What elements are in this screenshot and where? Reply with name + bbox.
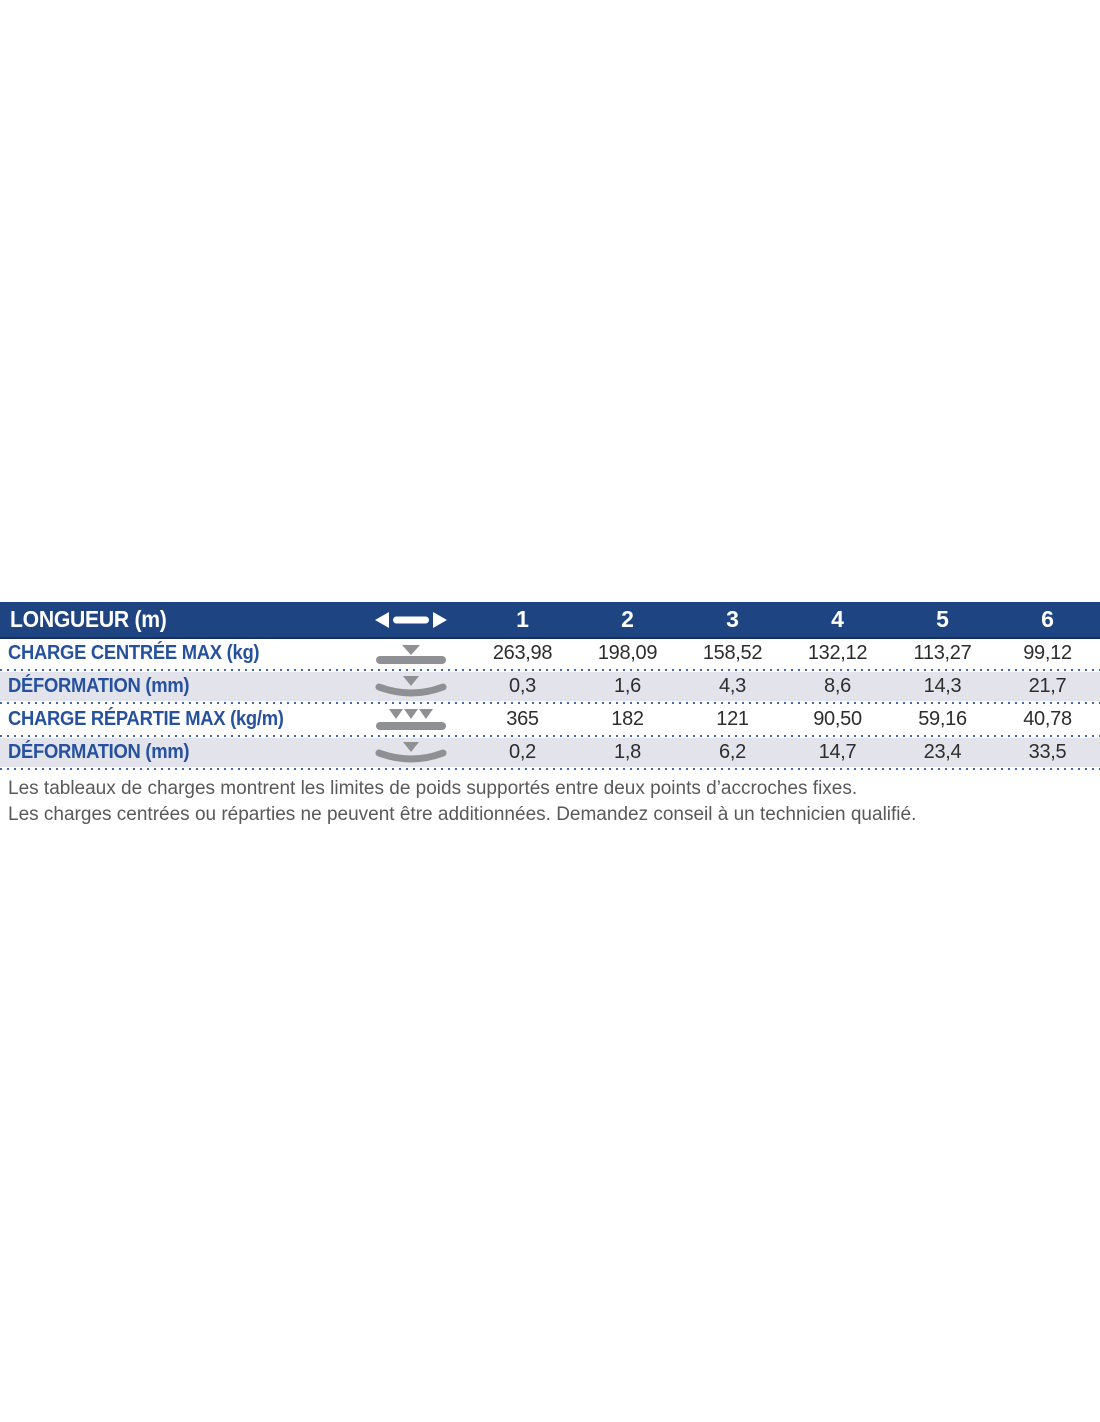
table-row: CHARGE RÉPARTIE MAX (kg/m) 365 182 121 9… xyxy=(0,705,1100,734)
cell-value: 365 xyxy=(506,708,539,730)
row-label: DÉFORMATION (mm) xyxy=(8,741,190,763)
cell-value: 23,4 xyxy=(923,741,962,763)
table-notes: Les tableaux de charges montrent les lim… xyxy=(0,776,1100,828)
distributed-load-icon xyxy=(352,705,470,734)
cell-value: 14,7 xyxy=(818,741,857,763)
column-header-6: 6 xyxy=(1041,606,1054,632)
table-row: DÉFORMATION (mm) 0,3 1,6 4,3 8,6 14,3 21… xyxy=(0,672,1100,701)
cell-value: 113,27 xyxy=(913,642,972,664)
cell-value: 198,09 xyxy=(597,642,658,664)
cell-value: 263,98 xyxy=(492,642,553,664)
cell-value: 21,7 xyxy=(1028,675,1067,697)
cell-value: 4,3 xyxy=(719,675,746,697)
cell-value: 8,6 xyxy=(824,675,851,697)
cell-value: 121 xyxy=(716,708,749,730)
dotted-separator xyxy=(0,701,1100,705)
cell-value: 0,3 xyxy=(509,675,536,697)
length-header-label: LONGUEUR (m) xyxy=(10,606,167,632)
deflection-icon xyxy=(352,738,470,767)
note-line-1: Les tableaux de charges montrent les lim… xyxy=(8,778,858,799)
cell-value: 59,16 xyxy=(918,708,967,730)
cell-value: 1,6 xyxy=(614,675,641,697)
cell-value: 158,52 xyxy=(702,642,763,664)
column-header-4: 4 xyxy=(831,606,844,632)
cell-value: 14,3 xyxy=(923,675,962,697)
dotted-separator xyxy=(0,668,1100,672)
cell-value: 90,50 xyxy=(813,708,862,730)
column-header-1: 1 xyxy=(516,606,529,632)
dotted-separator xyxy=(0,734,1100,738)
cell-value: 132,12 xyxy=(807,642,868,664)
cell-value: 182 xyxy=(611,708,644,730)
note-line-2: Les charges centrées ou réparties ne peu… xyxy=(8,804,917,825)
table-row: DÉFORMATION (mm) 0,2 1,8 6,2 14,7 23,4 3… xyxy=(0,738,1100,767)
row-label: DÉFORMATION (mm) xyxy=(8,675,190,697)
cell-value: 33,5 xyxy=(1028,741,1067,763)
cell-value: 99,12 xyxy=(1023,642,1072,664)
cell-value: 40,78 xyxy=(1023,708,1072,730)
table-header-row: LONGUEUR (m) 1 2 3 4 5 6 xyxy=(0,602,1100,639)
column-header-2: 2 xyxy=(621,606,634,632)
deflection-icon xyxy=(352,672,470,701)
double-arrow-icon xyxy=(352,602,470,637)
table-row: CHARGE CENTRÉE MAX (kg) 263,98 198,09 15… xyxy=(0,639,1100,668)
column-header-5: 5 xyxy=(936,606,949,632)
row-label: CHARGE RÉPARTIE MAX (kg/m) xyxy=(8,708,284,730)
row-label: CHARGE CENTRÉE MAX (kg) xyxy=(8,642,260,664)
cell-value: 6,2 xyxy=(719,741,746,763)
dotted-separator xyxy=(0,767,1100,771)
cell-value: 1,8 xyxy=(614,741,641,763)
load-table: LONGUEUR (m) 1 2 3 4 5 6 CHARGE CENTRÉE … xyxy=(0,602,1100,828)
center-load-icon xyxy=(352,639,470,668)
cell-value: 0,2 xyxy=(509,741,536,763)
column-header-3: 3 xyxy=(726,606,739,632)
